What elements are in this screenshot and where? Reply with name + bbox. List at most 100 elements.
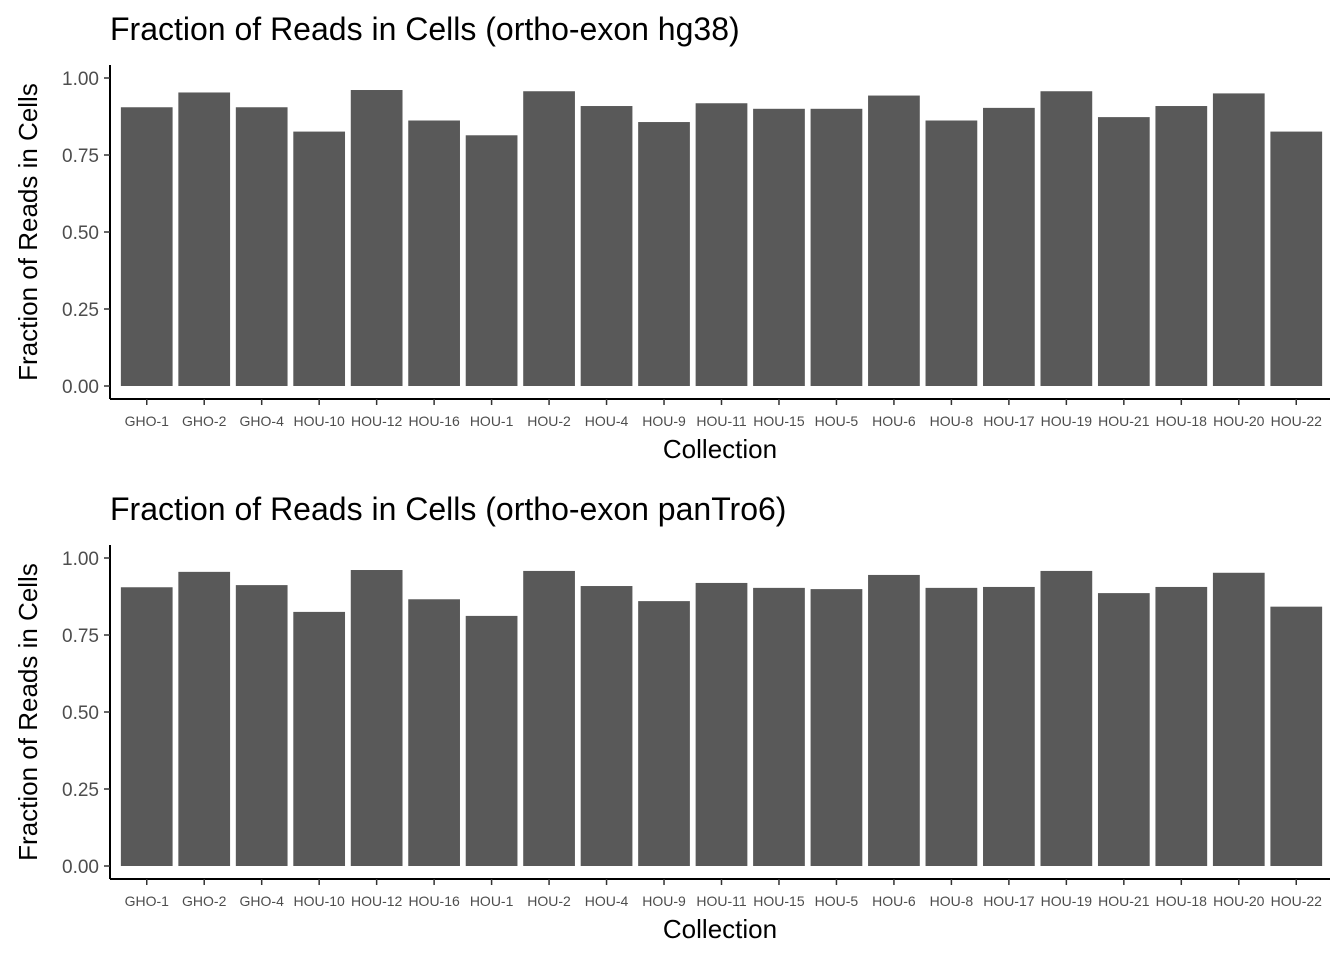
x-tick-label: GHO-2 (182, 413, 227, 429)
bar-hou-5 (810, 108, 863, 387)
bar-hou-11 (695, 582, 748, 866)
bar-hou-22 (1270, 606, 1323, 866)
x-tick-label: HOU-11 (696, 893, 747, 909)
chart-panel-2: Fraction of Reads in Cells (ortho-exon p… (13, 491, 1330, 944)
y-tick-label: 0.75 (62, 626, 99, 647)
x-tick-label: HOU-8 (930, 413, 974, 429)
bar-hou-5 (810, 589, 863, 866)
x-tick-label: HOU-2 (527, 413, 571, 429)
x-tick-label: HOU-5 (815, 893, 859, 909)
bar-hou-6 (868, 574, 920, 866)
y-tick-label: 0.25 (62, 300, 99, 321)
bar-gho-1 (120, 587, 173, 866)
x-tick-label: HOU-18 (1156, 893, 1208, 909)
bar-hou-16 (408, 599, 460, 866)
y-tick-label: 0.50 (62, 223, 99, 244)
x-tick-label: GHO-1 (125, 413, 170, 429)
x-tick-label: HOU-19 (1041, 893, 1093, 909)
y-tick-label: 0.00 (62, 377, 99, 398)
x-tick-label: HOU-17 (983, 413, 1035, 429)
bar-hou-16 (408, 120, 460, 386)
x-tick-label: HOU-20 (1213, 413, 1265, 429)
bar-hou-9 (638, 122, 690, 386)
x-tick-label: HOU-21 (1098, 893, 1150, 909)
bar-gho-1 (120, 107, 173, 386)
bar-hou-18 (1155, 106, 1208, 386)
bar-hou-8 (925, 120, 978, 386)
bar-hou-21 (1097, 117, 1150, 386)
bar-hou-11 (695, 103, 748, 387)
x-tick-label: HOU-5 (815, 413, 859, 429)
x-axis-label: Collection (663, 914, 777, 944)
bar-hou-22 (1270, 131, 1323, 386)
bar-hou-2 (523, 91, 575, 386)
chart-title: Fraction of Reads in Cells (ortho-exon h… (110, 11, 740, 47)
y-tick-label: 0.00 (62, 857, 99, 878)
y-tick-label: 0.25 (62, 780, 99, 801)
x-tick-label: HOU-18 (1156, 413, 1208, 429)
x-tick-label: HOU-19 (1041, 413, 1093, 429)
x-tick-label: HOU-8 (930, 893, 974, 909)
x-tick-label: HOU-16 (408, 893, 460, 909)
bar-hou-8 (925, 587, 978, 866)
y-tick-label: 0.50 (62, 703, 99, 724)
x-tick-label: HOU-6 (872, 413, 916, 429)
bar-gho-2 (178, 571, 231, 866)
x-tick-label: HOU-22 (1271, 893, 1323, 909)
x-tick-label: HOU-11 (696, 413, 747, 429)
x-tick-label: HOU-10 (293, 893, 345, 909)
x-tick-label: HOU-20 (1213, 893, 1265, 909)
bar-hou-17 (983, 107, 1035, 386)
bar-hou-10 (293, 611, 346, 866)
y-tick-label: 0.75 (62, 146, 99, 167)
bar-hou-18 (1155, 586, 1208, 866)
bar-hou-19 (1040, 570, 1093, 866)
x-tick-label: HOU-21 (1098, 413, 1150, 429)
bar-hou-9 (638, 601, 690, 866)
x-tick-label: HOU-22 (1271, 413, 1323, 429)
bar-hou-1 (465, 615, 518, 866)
bar-hou-19 (1040, 91, 1093, 386)
x-tick-label: HOU-12 (351, 413, 403, 429)
x-tick-label: HOU-17 (983, 893, 1035, 909)
x-tick-label: HOU-2 (527, 893, 571, 909)
bar-hou-6 (868, 95, 920, 386)
bar-hou-20 (1212, 572, 1265, 866)
x-tick-label: HOU-15 (753, 893, 805, 909)
y-tick-label: 1.00 (62, 549, 99, 570)
bar-hou-12 (350, 570, 403, 866)
x-tick-label: HOU-9 (642, 413, 686, 429)
bar-hou-15 (753, 587, 805, 866)
x-tick-label: GHO-4 (240, 893, 285, 909)
bar-hou-1 (465, 135, 518, 386)
x-tick-label: HOU-9 (642, 893, 686, 909)
bar-gho-4 (235, 585, 288, 866)
y-axis-label: Fraction of Reads in Cells (13, 563, 43, 861)
x-tick-label: HOU-12 (351, 893, 403, 909)
bar-gho-2 (178, 92, 231, 386)
y-tick-label: 1.00 (62, 69, 99, 90)
x-tick-label: HOU-16 (408, 413, 460, 429)
x-tick-label: HOU-1 (470, 413, 514, 429)
x-tick-label: HOU-1 (470, 893, 514, 909)
x-tick-label: GHO-2 (182, 893, 227, 909)
bar-hou-10 (293, 131, 346, 386)
bar-hou-12 (350, 90, 403, 387)
y-axis-label: Fraction of Reads in Cells (13, 83, 43, 381)
x-tick-label: HOU-4 (585, 893, 629, 909)
x-tick-label: GHO-4 (240, 413, 285, 429)
bar-gho-4 (235, 107, 288, 386)
x-tick-label: HOU-10 (293, 413, 345, 429)
bar-hou-2 (523, 570, 575, 866)
x-axis-label: Collection (663, 434, 777, 464)
chart-panel-1: Fraction of Reads in Cells (ortho-exon h… (13, 11, 1330, 464)
chart-title: Fraction of Reads in Cells (ortho-exon p… (110, 491, 786, 527)
x-tick-label: GHO-1 (125, 893, 170, 909)
bar-hou-17 (983, 586, 1035, 866)
bar-hou-4 (580, 586, 633, 866)
x-tick-label: HOU-15 (753, 413, 805, 429)
bar-hou-15 (753, 108, 805, 387)
bar-hou-20 (1212, 93, 1265, 387)
bar-hou-4 (580, 106, 633, 386)
